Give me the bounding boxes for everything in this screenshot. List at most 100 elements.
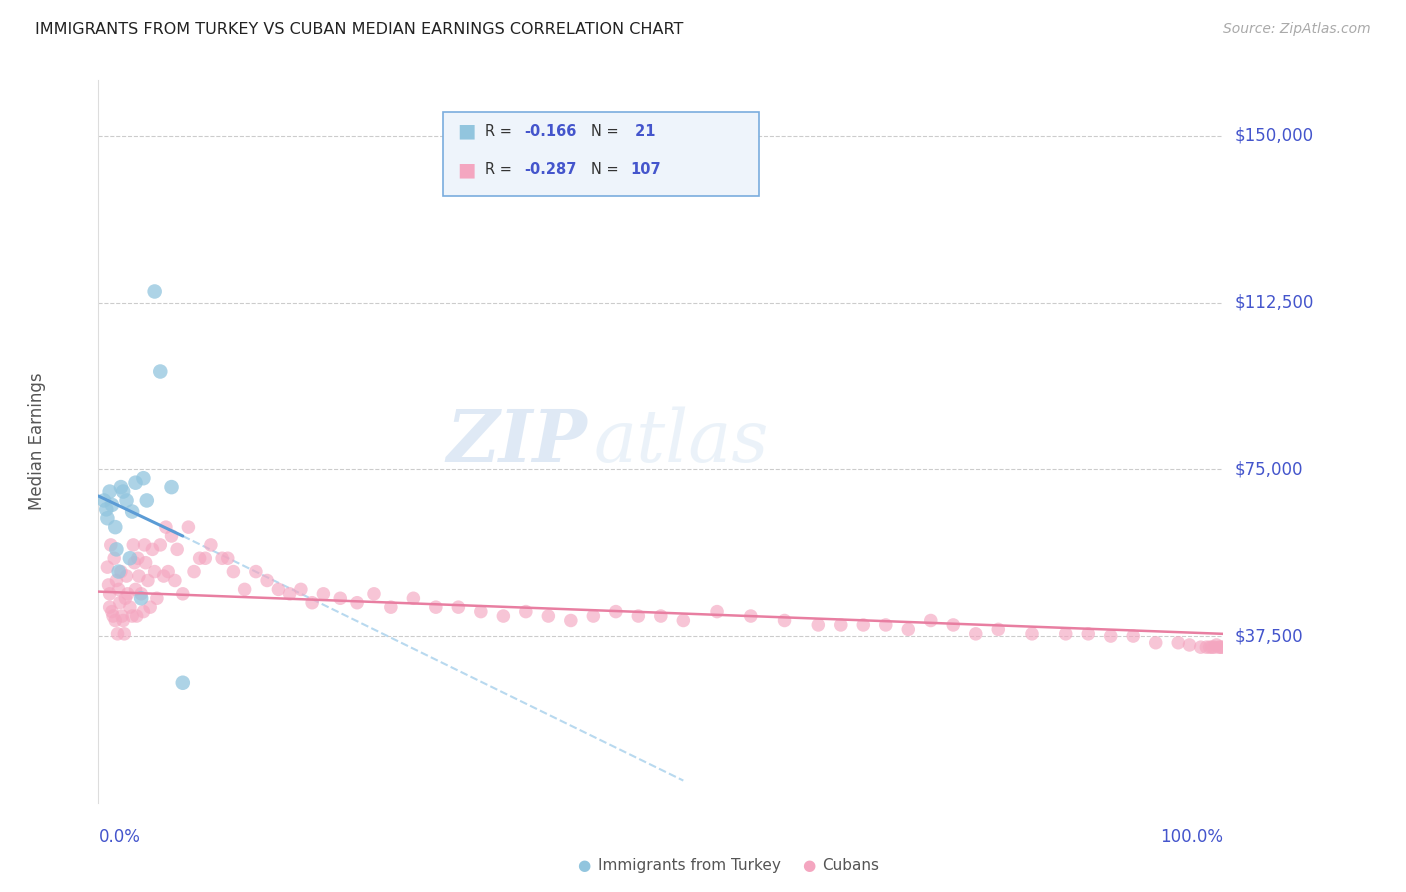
Point [103,551,125,566]
Point [132,605,155,619]
Point [380,600,402,615]
Point [105,574,128,588]
Point [425,600,447,615]
Point [1021,627,1043,641]
Point [125,609,148,624]
Point [121,609,143,624]
Point [108,596,131,610]
Point [290,582,312,597]
Point [136,574,159,588]
Point [98,484,121,499]
Point [115,493,138,508]
Point [875,618,897,632]
Point [107,582,129,597]
Point [101,498,124,512]
Point [132,471,155,485]
Point [93,493,115,508]
Point [1204,640,1226,655]
Point [121,505,143,519]
Point [127,551,149,566]
Point [222,565,245,579]
Point [114,591,136,606]
Point [96,560,118,574]
Point [107,627,129,641]
Point [129,587,152,601]
Point [96,511,118,525]
Point [135,493,157,508]
Point [152,569,174,583]
Text: N =: N = [591,162,623,177]
Point [96,502,118,516]
Point [402,591,425,606]
Point [105,542,128,557]
Point [1208,640,1230,655]
Point [537,609,560,624]
Point [101,605,124,619]
Point [807,618,830,632]
Text: ●: ● [801,858,815,872]
Point [492,609,515,624]
Point [672,614,695,628]
Point [112,484,135,499]
Point [134,538,156,552]
Point [155,520,177,534]
Text: -0.166: -0.166 [524,124,576,138]
Point [110,565,132,579]
Point [149,538,172,552]
Point [98,600,121,615]
Point [124,475,146,490]
Text: 100.0%: 100.0% [1160,828,1223,846]
Point [101,609,124,624]
Point [115,569,138,583]
Point [515,605,537,619]
Point [100,538,122,552]
Point [363,587,385,601]
Point [987,623,1010,637]
Point [1205,638,1227,652]
Point [104,520,127,534]
Text: Immigrants from Turkey: Immigrants from Turkey [598,858,780,872]
Text: $37,500: $37,500 [1234,627,1303,645]
Text: 107: 107 [630,162,661,177]
Point [1054,627,1077,641]
Point [163,574,186,588]
Point [1195,640,1218,655]
Point [128,569,150,583]
Text: 0.0%: 0.0% [98,828,141,846]
Text: -0.287: -0.287 [524,162,576,177]
Point [149,364,172,378]
Point [143,285,166,299]
Point [1211,640,1233,655]
Point [160,529,183,543]
Point [118,551,141,566]
Point [1167,636,1189,650]
Text: IMMIGRANTS FROM TURKEY VS CUBAN MEDIAN EARNINGS CORRELATION CHART: IMMIGRANTS FROM TURKEY VS CUBAN MEDIAN E… [35,22,683,37]
Point [124,556,146,570]
Point [112,614,135,628]
Point [200,538,222,552]
Point [920,614,942,628]
Text: 21: 21 [630,124,655,138]
Point [177,520,200,534]
Point [172,675,194,690]
Point [117,587,139,601]
Point [172,587,194,601]
Point [740,609,762,624]
Point [267,582,290,597]
Point [256,574,278,588]
Point [447,600,470,615]
Point [97,578,120,592]
Text: ZIP: ZIP [447,406,588,477]
Text: ■: ■ [457,160,475,179]
Point [627,609,650,624]
Point [233,582,256,597]
Point [122,538,145,552]
Point [706,605,728,619]
Point [1144,636,1167,650]
Point [1178,638,1201,652]
Point [139,600,162,615]
Point [183,565,205,579]
Point [773,614,796,628]
Text: ■: ■ [457,121,475,141]
Point [1077,627,1099,641]
